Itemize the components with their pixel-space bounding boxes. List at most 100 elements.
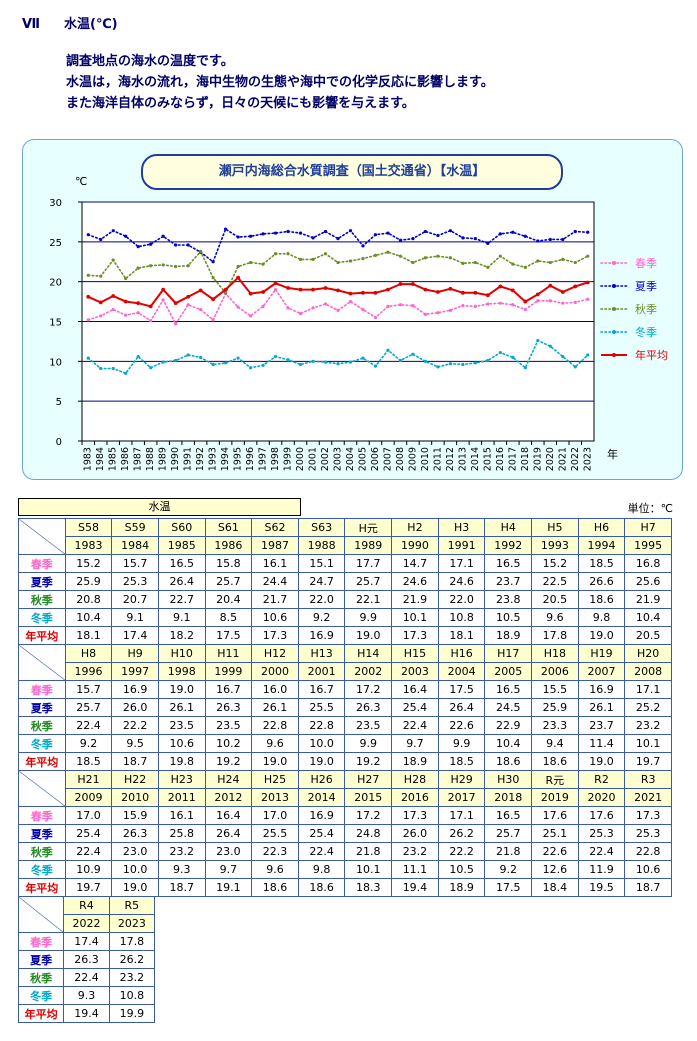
table-cell: 26.3 <box>111 824 159 843</box>
x-tick-label: 1985 <box>108 447 119 471</box>
data-point <box>286 306 290 310</box>
x-tick-label: 1999 <box>283 447 294 471</box>
row-label: 夏季 <box>18 824 66 843</box>
table-row: 春季 17.4 17.8 <box>17 932 156 951</box>
table-cell: 22.4 <box>63 968 110 987</box>
data-point <box>498 254 502 258</box>
data-point <box>398 358 403 363</box>
table-cell: 9.7 <box>204 860 253 879</box>
row-label: 冬季 <box>17 986 65 1005</box>
data-point <box>311 236 315 240</box>
data-point <box>311 257 315 261</box>
row-label: 春季 <box>17 932 65 951</box>
data-point <box>348 259 353 263</box>
data-point <box>136 311 140 315</box>
row-label: 年平均 <box>18 752 66 771</box>
data-point <box>248 260 253 265</box>
data-point <box>586 353 590 357</box>
year-header: 1997 <box>111 662 159 681</box>
era-year-header: H22 <box>111 770 159 789</box>
table-cell: 23.2 <box>391 842 439 861</box>
data-point <box>124 234 128 238</box>
table-row: 冬季 9.3 10.8 <box>17 986 156 1005</box>
table-cell: 9.1 <box>157 608 206 627</box>
data-point <box>298 362 303 367</box>
table-cell: 22.4 <box>577 842 626 861</box>
data-point <box>560 290 565 294</box>
data-point <box>198 288 203 293</box>
year-header: 1989 <box>344 536 393 555</box>
data-point <box>149 366 153 370</box>
table-cell: 20.4 <box>204 590 253 609</box>
data-point <box>323 229 328 234</box>
table-row: 冬季 9.2 9.5 10.6 10.2 9.6 10.0 9.9 9.7 9.9 10.4 9.4 1… <box>18 734 672 753</box>
era-year-header: H20 <box>624 644 672 663</box>
data-point <box>448 308 452 312</box>
data-point <box>535 292 540 297</box>
table-cell: 22.6 <box>531 842 579 861</box>
data-point <box>149 319 153 323</box>
data-point <box>411 237 415 241</box>
data-point <box>536 339 540 343</box>
table-cell: 9.2 <box>64 734 113 753</box>
data-point <box>174 358 178 363</box>
data-point <box>448 229 452 233</box>
x-tick-label: 1992 <box>195 447 206 471</box>
table-cell: 22.5 <box>531 572 579 591</box>
data-point <box>511 262 515 266</box>
table-cell: 10.8 <box>437 608 486 627</box>
data-point <box>411 282 415 286</box>
year-header: 1987 <box>251 536 299 555</box>
data-table-section: 水温 単位：℃ S58 S59 S60 S61 S62 S63 H元 H2 H3 H4 H5 H6 H7… <box>17 498 687 1028</box>
intro-line: また海洋自体のみならず，日々の天候にも影響を与えます。 <box>66 96 415 111</box>
table-cell: 22.8 <box>624 842 672 861</box>
data-point <box>286 252 290 256</box>
table-row: 春季 15.2 15.7 16.5 15.8 16.1 15.1 17.7 14.7 17.1 16… <box>18 554 672 573</box>
data-point <box>373 315 378 320</box>
legend-label: 冬季 <box>635 325 657 339</box>
data-point <box>398 254 403 258</box>
data-point <box>161 263 165 267</box>
era-year-header: H9 <box>111 644 159 663</box>
data-point <box>511 303 515 307</box>
data-point <box>261 262 265 266</box>
table-cell: 15.9 <box>111 806 159 825</box>
x-tick-label: 2017 <box>507 447 518 471</box>
data-point <box>348 360 353 364</box>
table-cell: 25.7 <box>344 572 393 591</box>
table-cell: 10.5 <box>484 608 533 627</box>
data-point <box>436 311 440 315</box>
row-label: 夏季 <box>17 950 65 969</box>
era-year-header: H24 <box>204 770 253 789</box>
x-tick-label: 2023 <box>582 447 593 471</box>
data-point <box>124 313 128 317</box>
section-title: 水温(℃) <box>64 17 118 32</box>
table-cell: 9.3 <box>63 986 110 1005</box>
table-cell: 9.5 <box>111 734 159 753</box>
year-header: 1992 <box>484 536 533 555</box>
year-header: 2003 <box>391 662 439 681</box>
table-cell: 22.2 <box>437 842 486 861</box>
table-cell: 19.2 <box>204 752 253 771</box>
data-point <box>523 265 527 269</box>
table-cell: 16.1 <box>157 806 206 825</box>
year-header: 2002 <box>344 662 393 681</box>
data-point <box>111 294 116 298</box>
year-header: 2011 <box>157 788 206 807</box>
data-point <box>273 288 278 292</box>
table-cell: 26.2 <box>437 824 486 843</box>
legend-marker <box>612 307 616 311</box>
table-cell: 22.4 <box>64 842 113 861</box>
table-cell: 25.3 <box>624 824 672 843</box>
era-year-header: H12 <box>251 644 299 663</box>
table-cell: 26.4 <box>204 824 253 843</box>
x-tick-label: 2003 <box>333 447 344 471</box>
year-header: 2015 <box>344 788 393 807</box>
data-point <box>423 229 428 234</box>
data-point <box>248 234 253 238</box>
data-point <box>436 290 440 294</box>
row-label: 夏季 <box>18 572 66 591</box>
data-point <box>398 303 403 307</box>
y-tick-label: 15 <box>49 318 62 329</box>
table-cell: 26.6 <box>577 572 626 591</box>
